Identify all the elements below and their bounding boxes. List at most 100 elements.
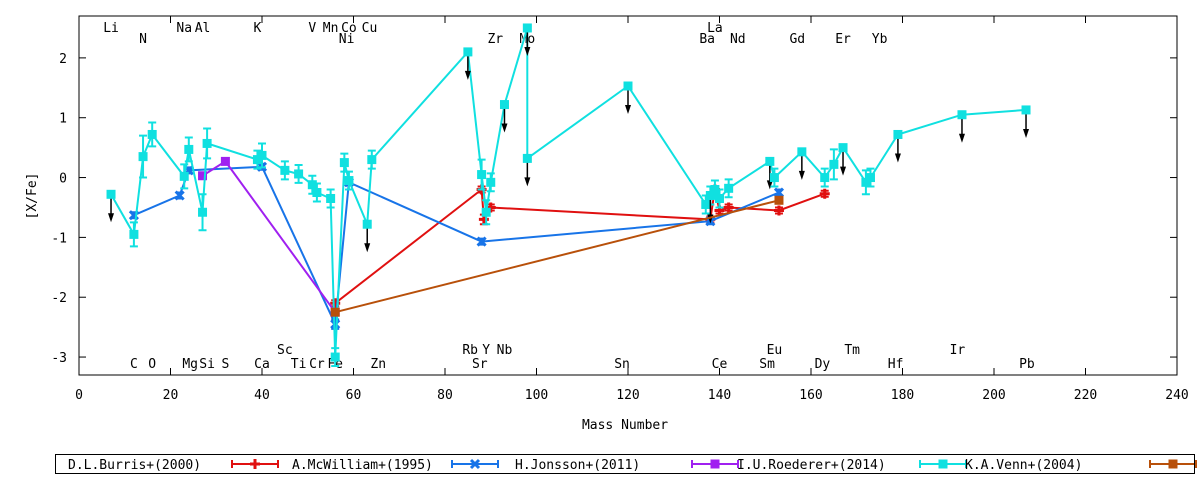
y-tick-label: 1 xyxy=(59,112,67,127)
element-label-bottom: Dy xyxy=(815,357,831,372)
y-tick-label: -3 xyxy=(51,351,67,366)
series-1 xyxy=(128,161,785,330)
legend-marker xyxy=(710,459,720,469)
x-axis-label: Mass Number xyxy=(582,418,668,433)
element-label-bottom: Sn xyxy=(614,357,630,372)
data-point xyxy=(463,47,473,57)
element-label-top: Mn xyxy=(323,21,339,36)
data-point xyxy=(522,23,532,33)
upper-limit-arrowhead xyxy=(108,213,115,223)
upper-limit-arrowhead xyxy=(464,70,471,80)
data-point xyxy=(294,169,304,179)
data-point xyxy=(773,205,784,216)
data-point xyxy=(765,156,775,166)
legend-label: D.L.Burris+(2000) xyxy=(68,458,201,473)
data-point xyxy=(820,173,830,183)
data-point xyxy=(774,195,784,205)
series-4 xyxy=(330,195,784,317)
data-point xyxy=(893,129,903,139)
upper-limit-arrowhead xyxy=(524,46,531,56)
data-point xyxy=(522,153,532,163)
data-point xyxy=(861,177,871,187)
upper-limit-arrowhead xyxy=(798,170,805,180)
legend-box xyxy=(55,454,1195,474)
data-point xyxy=(312,188,322,198)
series-layer xyxy=(106,23,1031,368)
element-label-bottom: O xyxy=(148,357,156,372)
data-point xyxy=(326,193,336,203)
element-label-top: Nd xyxy=(730,32,746,47)
data-point xyxy=(623,81,633,91)
element-label-bottom: Mg xyxy=(182,357,198,372)
x-tick-label: 40 xyxy=(254,388,270,403)
data-point xyxy=(481,207,491,217)
legend: D.L.Burris+(2000) A.McWilliam+(1995) H.Jon… xyxy=(68,458,1197,473)
element-label-bottom: Cr xyxy=(309,357,325,372)
data-point xyxy=(174,190,185,201)
data-point xyxy=(129,229,139,239)
element-label-bottom: Ca xyxy=(254,357,270,372)
element-label-bottom: Pb xyxy=(1019,357,1035,372)
upper-limit-arrowhead xyxy=(524,177,531,187)
data-point xyxy=(1021,105,1031,115)
element-label-bottom: C xyxy=(130,357,138,372)
element-label-bottom: Sc xyxy=(277,343,293,358)
element-label-top: Ba xyxy=(699,32,715,47)
x-tick-label: 120 xyxy=(616,388,639,403)
x-tick-label: 220 xyxy=(1074,388,1097,403)
x-tick-label: 240 xyxy=(1165,388,1188,403)
legend-marker xyxy=(938,459,948,469)
element-label-bottom: Tm xyxy=(844,343,860,358)
element-label-bottom: Si xyxy=(199,357,215,372)
element-label-bottom: Y xyxy=(482,343,490,358)
data-point xyxy=(476,236,487,247)
upper-limit-arrowhead xyxy=(625,105,631,115)
element-label-top: Cu xyxy=(362,21,378,36)
data-point xyxy=(723,202,734,213)
x-tick-label: 60 xyxy=(346,388,362,403)
data-point xyxy=(957,110,967,120)
upper-limit-arrowhead xyxy=(766,180,773,190)
y-tick-label: -1 xyxy=(51,231,67,246)
element-label-bottom: Ce xyxy=(712,357,728,372)
element-label-top: Na xyxy=(176,21,192,36)
data-point xyxy=(147,129,157,139)
series-line xyxy=(334,199,780,314)
element-label-top: Zr xyxy=(487,32,503,47)
upper-limit-arrowhead xyxy=(501,123,508,133)
x-tick-label: 200 xyxy=(982,388,1005,403)
data-point xyxy=(715,193,724,203)
element-label-bottom: Zn xyxy=(370,357,386,372)
data-point xyxy=(252,155,262,165)
upper-limit-arrowhead xyxy=(1023,128,1030,138)
element-label-top: Er xyxy=(835,32,851,47)
element-label-bottom: S xyxy=(221,357,229,372)
element-label-top: Li xyxy=(103,21,119,36)
data-point xyxy=(362,219,372,229)
upper-limit-arrowhead xyxy=(364,243,371,253)
data-point xyxy=(724,183,734,193)
legend-marker xyxy=(1168,459,1178,469)
upper-limit-arrowhead xyxy=(958,133,965,143)
data-point xyxy=(344,176,354,186)
element-label-bottom: Eu xyxy=(767,343,783,358)
element-label-bottom: Hf xyxy=(888,357,904,372)
y-axis-label: [X/Fe] xyxy=(25,173,40,220)
data-point xyxy=(220,156,230,166)
legend-label: I.U.Roederer+(2014) xyxy=(737,458,886,473)
element-label-bottom: Nb xyxy=(497,343,513,358)
data-point xyxy=(198,171,208,181)
data-point xyxy=(705,191,715,200)
element-label-bottom: Ti xyxy=(291,357,307,372)
data-point xyxy=(198,207,208,217)
x-tick-label: 100 xyxy=(525,388,548,403)
legend-marker xyxy=(469,458,481,470)
data-point xyxy=(202,138,212,148)
series-line xyxy=(133,165,780,328)
y-tick-label: 0 xyxy=(59,172,67,187)
x-tick-label: 180 xyxy=(891,388,914,403)
data-point xyxy=(477,170,487,180)
data-point xyxy=(865,173,875,183)
